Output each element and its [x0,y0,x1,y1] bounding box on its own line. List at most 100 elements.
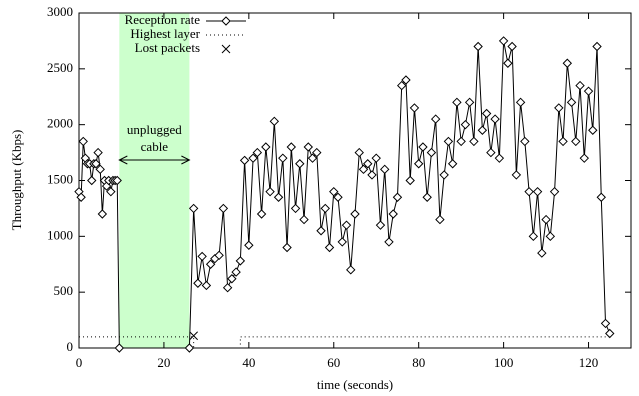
data-point [244,240,254,250]
data-point [299,214,309,225]
data-point [278,153,288,163]
data-point [358,164,369,175]
y-tick-label: 500 [54,283,74,298]
data-point [316,226,326,236]
data-point [456,136,466,147]
data-point [588,125,598,135]
data-point [295,159,305,169]
data-point [286,142,297,152]
y-axis-label: Throughput (Kbps) [9,130,24,231]
y-tick-label: 1500 [47,171,73,186]
legend-marker [221,44,231,54]
data-point [184,343,195,353]
data-point [91,159,101,169]
data-point [222,282,233,293]
data-point [329,186,339,197]
data-point [473,41,483,52]
data-point [392,192,403,202]
data-point [545,231,556,242]
data-point [256,209,267,219]
data-point [596,192,606,202]
data-point [528,231,539,242]
data-point [562,58,573,68]
data-point [566,97,577,108]
data-point [401,75,411,85]
legend-marker [221,16,231,26]
x-tick-label: 0 [76,355,83,370]
data-point [354,147,364,158]
x-axis-label: time (seconds) [317,377,393,392]
arrow-head [118,155,128,165]
data-point [239,155,250,166]
data-point [380,164,390,175]
data-point [435,214,445,225]
data-point [413,159,424,169]
data-point [78,136,88,147]
data-point [231,267,241,277]
data-point [575,80,585,91]
data-point [447,159,458,169]
x-tick-label: 80 [412,355,425,370]
data-point [337,237,347,247]
data-point [248,153,258,163]
data-point [87,175,97,186]
data-point [333,192,343,202]
data-point [193,278,203,288]
data-point [101,181,112,191]
data-point [265,186,275,197]
data-point [520,136,530,147]
data-point [95,164,105,175]
data-point [605,328,615,339]
data-point [307,153,318,163]
data-point [443,136,454,147]
x-tick-label: 120 [579,355,599,370]
x-tick-label: 40 [242,355,255,370]
data-point [235,256,246,266]
data-point [498,36,509,46]
data-point [397,80,407,91]
data-point [312,147,322,158]
y-tick-label: 2000 [47,116,73,131]
data-point [112,175,122,186]
data-point [600,318,611,329]
data-point [197,251,207,262]
y-tick-label: 3000 [47,4,73,19]
data-point [481,108,492,119]
data-point [76,192,86,202]
data-point [341,220,352,230]
data-point [503,58,513,68]
y-tick-label: 1000 [47,227,73,242]
data-point [320,203,330,214]
data-point [227,274,237,284]
y-tick-label: 0 [67,339,74,354]
data-point [571,136,581,147]
data-point [290,203,301,214]
data-point [97,209,108,219]
data-point [367,170,377,180]
data-point [205,259,216,269]
data-point [388,209,398,219]
data-point [261,142,271,152]
data-point [507,41,517,52]
data-point [477,125,488,135]
data-point [252,147,263,158]
data-point [592,41,602,52]
data-point [363,159,373,169]
legend-label: Reception rate [125,12,201,27]
data-point [460,119,471,130]
data-point [422,192,432,202]
y-tick-label: 2500 [47,60,73,75]
data-point [188,203,199,214]
data-point [350,209,360,219]
data-point [469,136,479,147]
data-point [324,242,335,253]
data-point [511,170,522,180]
legend-label: Highest layer [130,26,200,41]
data-point [532,186,543,197]
data-point [273,192,284,202]
x-tick-label: 60 [327,355,340,370]
data-point [537,248,547,258]
data-point [558,136,568,147]
data-point [282,242,292,253]
data-point [371,153,381,163]
